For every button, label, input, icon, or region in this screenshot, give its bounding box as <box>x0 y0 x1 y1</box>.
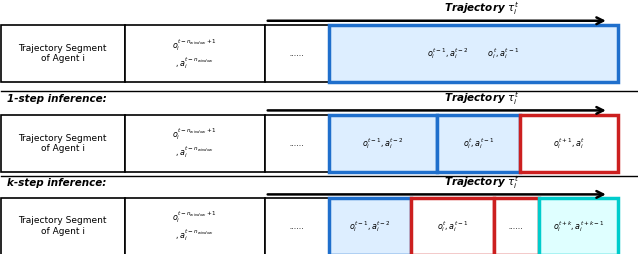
Text: Trajectory Segment
of Agent i: Trajectory Segment of Agent i <box>19 134 107 153</box>
Bar <box>1 115 125 172</box>
Text: $o_i^{t-n_{window}+1}$
$,a_i^{t-n_{window}}$: $o_i^{t-n_{window}+1}$ $,a_i^{t-n_{windo… <box>172 209 218 243</box>
Bar <box>125 115 265 172</box>
Bar <box>494 198 538 254</box>
Text: ......: ...... <box>509 222 524 231</box>
Text: Trajectory Segment
of Agent i: Trajectory Segment of Agent i <box>19 216 107 236</box>
Text: Trajectory $\tau_i^t$: Trajectory $\tau_i^t$ <box>443 90 519 107</box>
Text: $o_i^{t}, a_i^{t-1}$: $o_i^{t}, a_i^{t-1}$ <box>463 136 494 151</box>
Text: $o_i^{t-1}, a_i^{t-2}$        $o_i^{t}, a_i^{t-1}$: $o_i^{t-1}, a_i^{t-2}$ $o_i^{t}, a_i^{t-… <box>427 46 519 61</box>
Bar <box>519 115 618 172</box>
Text: $o_i^{t+k}, a_i^{t+k-1}$: $o_i^{t+k}, a_i^{t+k-1}$ <box>553 219 604 234</box>
Text: Trajectory $\tau_i^t$: Trajectory $\tau_i^t$ <box>443 174 519 191</box>
Bar <box>329 25 618 82</box>
Bar <box>412 198 494 254</box>
Text: $o_i^{t}, a_i^{t-1}$: $o_i^{t}, a_i^{t-1}$ <box>437 219 468 234</box>
Bar <box>125 198 265 254</box>
Text: ......: ...... <box>289 222 304 231</box>
Bar <box>329 115 437 172</box>
Text: Trajectory $\tau_i^t$: Trajectory $\tau_i^t$ <box>443 1 519 17</box>
Text: $o_i^{t-n_{window}+1}$
$,a_i^{t-n_{window}}$: $o_i^{t-n_{window}+1}$ $,a_i^{t-n_{windo… <box>172 126 218 160</box>
Text: $o_i^{t+1}, a_i^{t}$: $o_i^{t+1}, a_i^{t}$ <box>553 136 585 151</box>
Text: 1-step inference:: 1-step inference: <box>7 94 107 104</box>
Bar <box>329 198 412 254</box>
Bar <box>265 198 329 254</box>
Bar <box>1 25 125 82</box>
Text: $o_i^{t-1}, a_i^{t-2}$: $o_i^{t-1}, a_i^{t-2}$ <box>349 219 390 234</box>
Text: $o_i^{t-n_{window}+1}$
$,a_i^{t-n_{window}}$: $o_i^{t-n_{window}+1}$ $,a_i^{t-n_{windo… <box>172 37 218 71</box>
Text: ......: ...... <box>289 49 304 58</box>
Text: $o_i^{t-1}, a_i^{t-2}$: $o_i^{t-1}, a_i^{t-2}$ <box>362 136 403 151</box>
Text: ......: ...... <box>289 139 304 148</box>
Text: k-step inference:: k-step inference: <box>7 178 107 188</box>
Bar <box>1 198 125 254</box>
Bar <box>437 115 519 172</box>
Bar <box>265 115 329 172</box>
Bar <box>538 198 618 254</box>
Bar <box>265 25 329 82</box>
Bar <box>125 25 265 82</box>
Text: Trajectory Segment
of Agent i: Trajectory Segment of Agent i <box>19 44 107 63</box>
